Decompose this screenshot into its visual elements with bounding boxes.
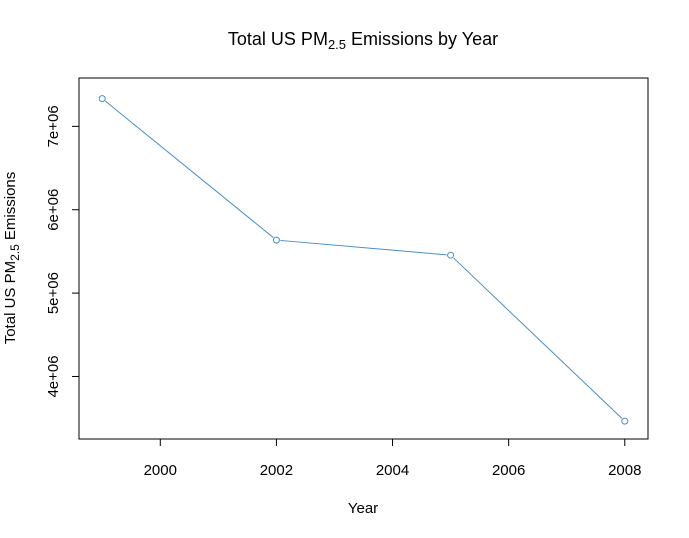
data-point [98,95,106,103]
y-tick-label: 7e+06 [45,105,62,147]
data-point [272,236,280,244]
x-tick-label: 2004 [376,462,409,479]
x-tick-label: 2006 [492,462,525,479]
series-line-segment [280,239,447,256]
y-tick-label: 6e+06 [45,189,62,231]
y-tick-label: 5e+06 [45,272,62,314]
x-tick-label: 2000 [144,462,177,479]
x-axis-label: Year [348,500,378,517]
y-axis-label-prefix: Total US PM [2,261,19,344]
chart-title-suffix: Emissions by Year [346,29,498,49]
y-axis-label-subscript: 2.5 [8,244,22,261]
chart-title-subscript: 2.5 [328,37,346,52]
series-line-segment [105,100,274,238]
x-axis: 2000 2002 2004 2006 2008 [144,439,641,479]
data-point [621,417,629,425]
x-tick-label: 2002 [260,462,293,479]
y-tick-label: 4e+06 [45,355,62,397]
data-point [447,251,455,259]
chart-title-prefix: Total US PM [228,29,328,49]
series-layer [98,95,629,425]
x-tick-label: 2008 [608,462,641,479]
plot-area [78,77,649,440]
chart-title: Total US PM2.5 Emissions by Year [228,29,498,52]
series-line-segment [453,257,623,419]
y-axis-label: Total US PM2.5 Emissions [2,172,22,345]
y-axis: 4e+06 5e+06 6e+06 7e+06 [45,105,79,398]
y-axis-label-suffix: Emissions [2,172,19,245]
